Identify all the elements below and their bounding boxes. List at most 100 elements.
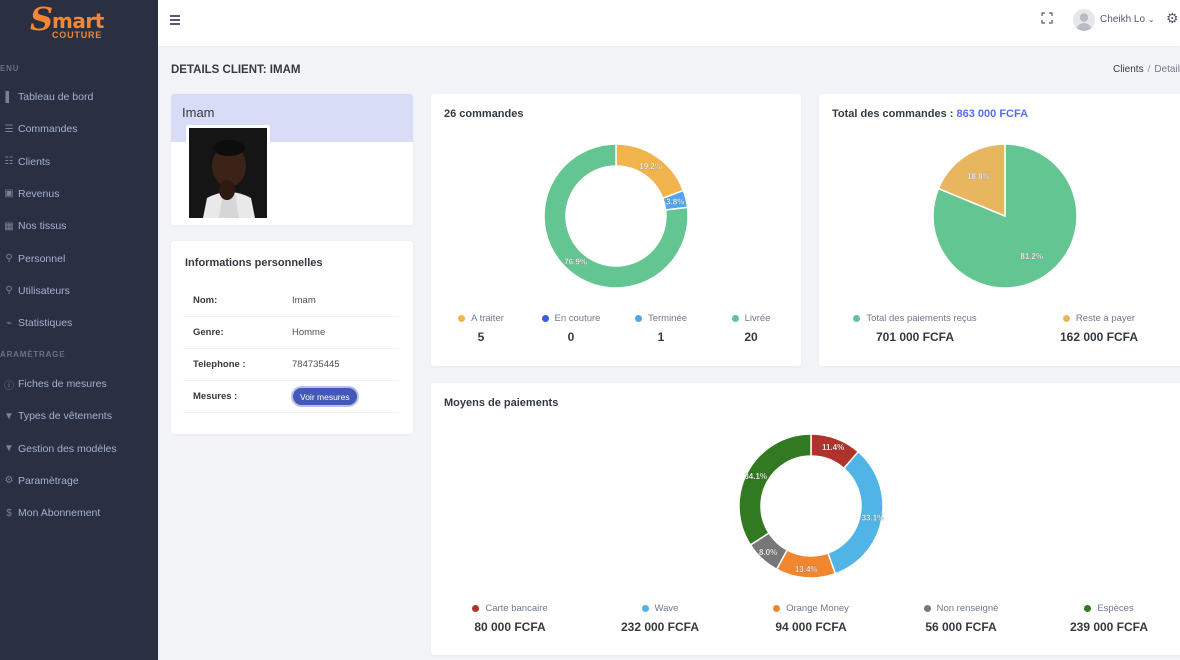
legend-item[interactable]: En couture 0 (535, 313, 607, 344)
sidebar-item-label: Paramètrage (18, 474, 79, 487)
info-row-gender: Genre: Homme (183, 317, 399, 349)
legend-value: 1 (657, 330, 665, 344)
sidebar-item-gestion-des-mod-les[interactable]: ▼ Gestion des modèles (0, 437, 158, 461)
slice-label: 81.2% (1020, 252, 1043, 261)
breadcrumb: Clients/Details (1113, 64, 1180, 75)
sidebar-item-label: Nos tissus (18, 220, 67, 233)
list-icon: ☰ (4, 123, 14, 135)
legend-label: Reste à payer (1075, 313, 1136, 324)
profile-photo (186, 125, 270, 221)
profile-name: Imam (182, 105, 215, 120)
sidebar-item-label: Fiches de mesures (18, 378, 107, 390)
legend-item[interactable]: Livrée 20 (725, 313, 777, 344)
pie-slice-livr-e[interactable] (543, 143, 689, 289)
legend-item[interactable]: Reste à payer 162 000 FCFA (1051, 313, 1147, 344)
legend-item[interactable]: Terminée 1 (629, 313, 693, 344)
breadcrumb-clients[interactable]: Clients (1113, 64, 1144, 75)
info-row-name: Nom: Imam (183, 285, 399, 317)
user-avatar[interactable] (1073, 9, 1095, 31)
legend-item[interactable]: A traiter 5 (455, 313, 507, 344)
fullscreen-icon[interactable] (1041, 12, 1053, 24)
sidebar-item-types-de-v-tements[interactable]: ▼ Types de vêtements (0, 404, 158, 428)
legend-dot (731, 314, 739, 322)
page-title: DETAILS CLIENT: IMAM (171, 64, 301, 76)
logo-subtitle: COUTURE (52, 30, 103, 40)
logo[interactable]: S mart COUTURE (30, 0, 110, 40)
info-key: Nom: (193, 295, 218, 306)
sidebar-item-utilisateurs[interactable]: ⚲ Utilisateurs (0, 279, 158, 303)
legend-label: Terminée (647, 313, 688, 324)
legend-item[interactable]: Carte bancaire 80 000 FCFA (461, 603, 559, 634)
sidebar-item-label: Tableau de bord (18, 91, 94, 103)
users-icon: ☷ (4, 156, 14, 168)
legend-dot (458, 314, 466, 322)
sidebar-item-param-trage[interactable]: ⚙ Paramètrage (0, 469, 158, 493)
shirt-icon: ▼ (4, 410, 14, 422)
legend-item[interactable]: Non renseigné 56 000 FCFA (915, 603, 1007, 634)
legend-label: Carte bancaire (485, 603, 548, 614)
total-title-amount: 863 000 FCFA (956, 108, 1029, 120)
sidebar-item-label: Statistiques (18, 317, 73, 330)
sidebar-item-label: Mon Abonnement (18, 507, 101, 520)
user-menu[interactable]: Cheikh Lo ⌄ (1100, 14, 1155, 25)
slice-label: 18.8% (967, 172, 990, 181)
sidebar-item-label: Gestion des modèles (18, 442, 117, 455)
sidebar-item-commandes[interactable]: ☰ Commandes (0, 117, 158, 141)
legend-dot (923, 604, 931, 612)
voir-mesures-button[interactable]: Voir mesures (291, 386, 359, 407)
sidebar-item-tableau-de-bord[interactable]: ▌ Tableau de bord (0, 85, 158, 109)
pie-slice-reste-payer[interactable] (937, 143, 1006, 218)
orders-chart-card: 26 commandes 19.2% 3.8% 76.9% A traiter 5 … (431, 94, 801, 366)
sidebar-item-revenus[interactable]: ▣ Revenus (0, 182, 158, 206)
menu-toggle-icon[interactable] (170, 14, 182, 25)
legend-dot (1062, 314, 1070, 322)
gear-icon: ⚙ (4, 475, 14, 487)
orders-chart-title: 26 commandes (444, 108, 524, 120)
sidebar-item-clients[interactable]: ☷ Clients (0, 150, 158, 174)
settings-gear-icon[interactable]: ⚙ (1166, 10, 1179, 26)
legend-dot (773, 604, 781, 612)
legend-item[interactable]: Orange Money 94 000 FCFA (765, 603, 857, 634)
sidebar-item-label: Types de vêtements (18, 410, 112, 423)
slice-label: 8.0% (759, 548, 777, 557)
sidebar-item-label: Commandes (18, 123, 78, 136)
grid-icon: ▦ (4, 220, 14, 232)
sidebar-item-mon-abonnement[interactable]: $ Mon Abonnement (0, 501, 158, 525)
pie-slice-esp-ces[interactable] (738, 433, 812, 546)
total-title-prefix: Total des commandes : (832, 108, 957, 120)
money-icon: ▣ (4, 188, 14, 200)
shirt-icon: ▼ (4, 443, 14, 455)
legend-label: Total des paiements reçus (866, 313, 977, 324)
sidebar-item-nos-tissus[interactable]: ▦ Nos tissus (0, 214, 158, 238)
profile-card: Imam (171, 94, 413, 225)
sidebar-item-fiches-de-mesures[interactable]: ⓘ Fiches de mesures (0, 372, 158, 396)
slice-label: 13.4% (795, 565, 818, 574)
total-chart-title: Total des commandes : 863 000 FCFA (832, 108, 1028, 120)
legend-value: 20 (744, 330, 758, 344)
legend-item[interactable]: Wave 232 000 FCFA (615, 603, 705, 634)
topbar: Cheikh Lo ⌄ ⚙ (158, 0, 1180, 46)
total-pie-chart: 81.2% 18.8% (932, 143, 1078, 289)
sidebar-item-statistiques[interactable]: ⌁ Statistiques (0, 311, 158, 335)
legend-dot (853, 314, 861, 322)
sidebar-item-personnel[interactable]: ⚲ Personnel (0, 247, 158, 271)
legend-value: 239 000 FCFA (1069, 620, 1149, 634)
chart-line-icon: ⌁ (5, 317, 13, 329)
legend-label: Livrée (744, 313, 771, 324)
legend-dot (641, 604, 649, 612)
sidebar: S mart COUTURE ENU ▌ Tableau de bord ☰ Comm… (0, 0, 158, 660)
pie-slice-a-traiter[interactable] (615, 143, 685, 200)
bar-chart-icon: ▌ (5, 91, 13, 103)
legend-value: 0 (567, 330, 575, 344)
payments-chart-title: Moyens de paiements (444, 397, 559, 409)
payments-donut-chart: 11.4% 33.1% 13.4% 8.0% 34.1% (738, 433, 884, 579)
user-icon: ⚲ (5, 285, 13, 297)
info-value: Imam (292, 295, 316, 306)
legend-value: 5 (477, 330, 485, 344)
legend-value: 701 000 FCFA (875, 330, 955, 344)
legend-dot (1084, 604, 1092, 612)
legend-item[interactable]: Total des paiements reçus 701 000 FCFA (843, 313, 987, 344)
legend-item[interactable]: Espèces 239 000 FCFA (1063, 603, 1155, 634)
logo-letter: S (30, 0, 54, 38)
info-key: Telephone : (193, 359, 246, 370)
